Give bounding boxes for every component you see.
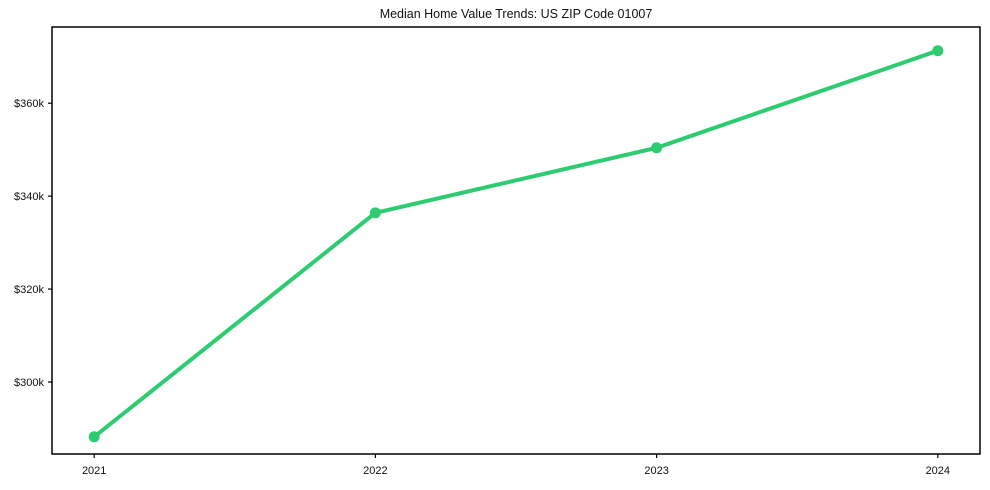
chart-title: Median Home Value Trends: US ZIP Code 01…: [379, 7, 653, 21]
y-tick-label: $340k: [14, 191, 44, 203]
series-line: [92, 48, 940, 439]
y-tick-label: $320k: [14, 284, 44, 296]
data-point-marker: [651, 142, 663, 154]
x-tick-label: 2021: [82, 465, 106, 477]
data-point-marker: [932, 45, 944, 57]
data-point-marker: [88, 431, 100, 443]
x-tick-label: 2022: [363, 465, 387, 477]
data-point-marker: [369, 207, 381, 219]
x-tick-label: 2024: [926, 465, 950, 477]
y-tick-label: $360k: [14, 98, 44, 110]
y-tick-label: $300k: [14, 377, 44, 389]
plot-border: [51, 26, 981, 455]
x-tick-label: 2023: [644, 465, 668, 477]
